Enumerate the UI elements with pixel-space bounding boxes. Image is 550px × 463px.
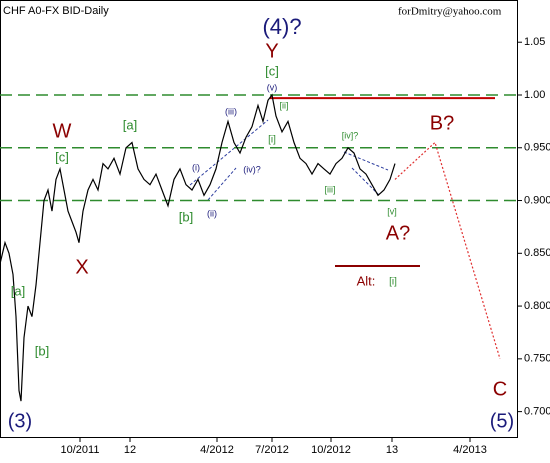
- y-tick-label: 0.850: [524, 247, 550, 259]
- wave-label: [c]: [265, 63, 279, 78]
- wave-label: (i): [192, 162, 200, 172]
- wave-label: B?: [430, 112, 454, 134]
- wave-label: [b]: [179, 209, 193, 224]
- wave-label: [a]: [123, 117, 137, 132]
- wave-label: [i]: [268, 135, 276, 146]
- x-tick-label: 10/2012: [311, 444, 351, 456]
- wave-label: A?: [386, 222, 410, 244]
- chart-subtitle: forDmitry@yahoo.com: [398, 6, 502, 18]
- x-tick-label: 12: [124, 444, 136, 456]
- wave-label: (v): [267, 82, 278, 92]
- x-tick-label: 10/2011: [61, 444, 100, 456]
- wave-label: [b]: [35, 343, 49, 358]
- wave-label: C: [493, 378, 507, 400]
- wave-label: Y: [265, 40, 278, 62]
- wave-label: [v]: [387, 206, 397, 216]
- y-tick-label: 0.950: [524, 142, 550, 154]
- wave-label: (4)?: [262, 14, 301, 39]
- wave-label: [iii]: [325, 184, 336, 194]
- x-tick-label: 13: [386, 444, 398, 456]
- wave-label: (iv)?: [243, 164, 261, 174]
- y-tick-label: 0.800: [524, 300, 550, 312]
- wave-label: [c]: [55, 149, 69, 164]
- wave-label: (iii): [225, 106, 237, 116]
- y-tick-label: 1.00: [524, 89, 545, 101]
- x-tick-label: 4/2013: [453, 444, 487, 456]
- plot-frame: [0, 0, 518, 438]
- y-tick-label: 0.700: [524, 406, 550, 418]
- price-line: [0, 93, 396, 402]
- x-tick-label: 7/2012: [255, 444, 289, 456]
- y-tick-label: 0.900: [524, 194, 550, 206]
- wave-label: (5): [490, 410, 514, 432]
- wave-label: X: [75, 256, 88, 278]
- chart-title: CHF A0-FX BID-Daily: [3, 5, 109, 17]
- y-tick-label: 0.750: [524, 353, 550, 365]
- wave-label: [i]: [389, 277, 397, 288]
- x-tick-label: 4/2012: [200, 444, 234, 456]
- wave-label: Alt:: [357, 273, 376, 288]
- wave-label: (ii): [207, 208, 217, 218]
- wave-label: W: [53, 120, 72, 142]
- projection-line: [394, 141, 501, 360]
- wave-label: [ii]: [280, 100, 289, 110]
- y-tick-label: 1.05: [524, 36, 545, 48]
- wave-label: (3): [8, 410, 32, 432]
- wave-label: [iv]?: [342, 130, 359, 140]
- wave-label: [a]: [11, 283, 25, 298]
